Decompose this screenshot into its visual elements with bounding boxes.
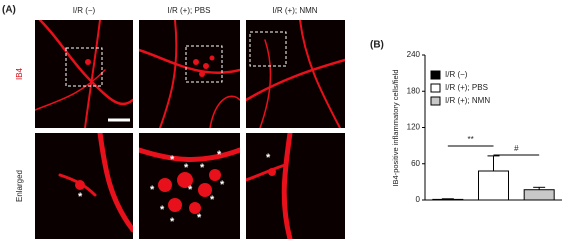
marker: *	[200, 162, 205, 174]
y-tick-label: 240	[407, 50, 421, 59]
panel-label: (A)	[2, 5, 16, 16]
bar	[432, 198, 464, 201]
marker: *	[210, 194, 215, 206]
marker: *	[170, 216, 175, 228]
y-axis-label: IB4-positive inflammatory cells/field	[391, 69, 400, 186]
y-tick-label: 0	[416, 195, 421, 204]
marker: *	[170, 154, 175, 166]
y-tick-label: 120	[407, 123, 421, 132]
marker: *	[220, 179, 225, 191]
significance-label: #	[514, 144, 519, 153]
legend-label: I/R (−)	[445, 70, 468, 79]
legend-label: I/R (+); NMN	[445, 96, 490, 105]
bar	[478, 170, 509, 201]
column-label: I/R (+); NMN	[272, 6, 317, 15]
marker: *	[188, 184, 193, 196]
column-label: I/R (−)	[73, 6, 96, 15]
marker: *	[266, 152, 271, 164]
legend-swatch	[430, 70, 441, 80]
legend-label: I/R (+); PBS	[445, 83, 488, 92]
row-label: IB4	[15, 67, 24, 80]
y-tick-label: 60	[411, 159, 420, 168]
micrograph	[35, 20, 345, 239]
marker: *	[197, 212, 202, 224]
marker: *	[160, 204, 165, 216]
marker: *	[78, 191, 83, 203]
legend-swatch	[430, 96, 441, 106]
marker: *	[184, 162, 189, 174]
y-tick-label: 180	[407, 86, 421, 95]
bar	[523, 189, 555, 201]
markers: * * * * * * * * * * * * *	[78, 149, 271, 228]
row-label: Enlarged	[15, 170, 24, 202]
panel-label: (B)	[370, 40, 384, 51]
marker: *	[150, 184, 155, 196]
column-label: I/R (+); PBS	[168, 6, 211, 15]
significance-label: **	[468, 135, 474, 144]
legend-swatch	[430, 83, 441, 93]
marker: *	[217, 149, 222, 161]
